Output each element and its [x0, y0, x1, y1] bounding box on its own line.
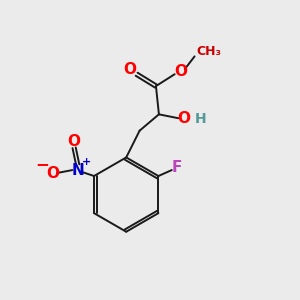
Text: O: O — [175, 64, 188, 79]
Text: −: − — [35, 155, 49, 173]
Text: O: O — [68, 134, 81, 149]
Text: O: O — [124, 62, 136, 77]
Text: F: F — [172, 160, 182, 175]
Text: +: + — [81, 157, 91, 167]
Text: O: O — [177, 111, 190, 126]
Text: O: O — [46, 166, 59, 181]
Text: CH₃: CH₃ — [196, 45, 221, 58]
Text: N: N — [71, 163, 84, 178]
Text: H: H — [195, 112, 206, 126]
